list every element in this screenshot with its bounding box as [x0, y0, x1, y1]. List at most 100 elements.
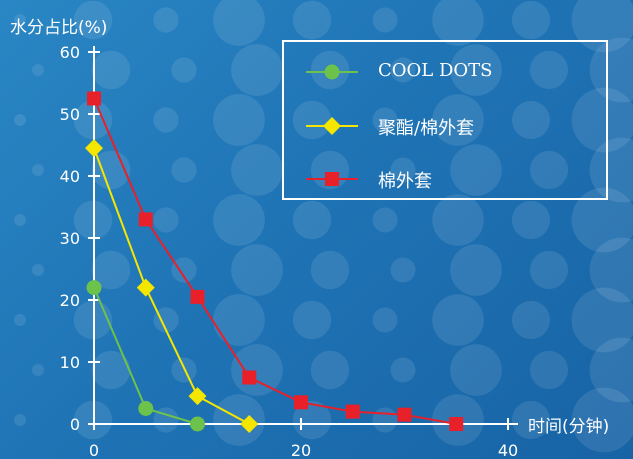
data-point — [240, 415, 259, 433]
background-dot — [292, 200, 332, 240]
data-point — [85, 139, 103, 158]
background-dot — [171, 257, 197, 283]
background-dot — [571, 287, 633, 353]
background-dot-pattern — [14, 0, 633, 453]
background-dot — [511, 0, 551, 40]
background-dot — [14, 314, 26, 326]
data-point — [190, 289, 205, 304]
data-point — [86, 280, 102, 296]
background-dot — [292, 400, 332, 440]
background-dot — [432, 294, 484, 346]
y-tick-label: 40 — [60, 167, 80, 186]
background-dot — [432, 94, 484, 146]
background-dot — [390, 157, 416, 183]
background-dot — [213, 0, 265, 46]
background-dot — [213, 94, 265, 146]
background-dot — [91, 50, 131, 90]
y-tick-label: 60 — [60, 43, 80, 62]
background-dot — [390, 257, 416, 283]
legend-label-polyester-cotton: 聚酯/棉外套 — [378, 118, 475, 139]
background-dot — [32, 364, 44, 376]
x-tick-label: 40 — [498, 441, 518, 459]
background-dot — [292, 300, 332, 340]
background-dot — [511, 300, 551, 340]
x-tick-label: 0 — [89, 441, 99, 459]
background-dot — [213, 194, 265, 246]
background-dot — [372, 407, 398, 433]
background-dot — [32, 264, 44, 276]
data-point — [188, 387, 207, 406]
series-layer — [85, 91, 464, 433]
data-point — [138, 401, 154, 416]
x-tick-label: 20 — [291, 441, 311, 459]
background-dot — [589, 37, 633, 103]
y-axis-label: 水分占比(%) — [10, 18, 108, 38]
background-dot — [231, 44, 283, 96]
background-dot — [91, 250, 131, 290]
background-dot — [153, 307, 179, 333]
background-dot — [213, 294, 265, 346]
background-dot — [32, 164, 44, 176]
background-dot — [372, 207, 398, 233]
background-dot — [589, 237, 633, 303]
background-dot — [231, 244, 283, 296]
background-dot — [14, 414, 26, 426]
background-dot — [511, 400, 551, 440]
legend: COOL DOTS 聚酯/棉外套 棉外套 — [282, 40, 608, 200]
background-dot — [432, 194, 484, 246]
background-dot — [14, 14, 26, 26]
background-dot — [529, 50, 569, 90]
legend-marker — [323, 117, 341, 135]
background-dot — [292, 100, 332, 140]
background-dot — [511, 200, 551, 240]
background-dot — [450, 244, 502, 296]
background-dot — [571, 387, 633, 453]
background-dot — [529, 150, 569, 190]
y-tick-label: 0 — [70, 415, 80, 434]
background-dot — [171, 157, 197, 183]
background-dot — [529, 250, 569, 290]
data-point — [345, 404, 360, 419]
background-dot — [231, 344, 283, 396]
background-dot — [450, 44, 502, 96]
background-dot — [432, 0, 484, 46]
background-dot — [589, 137, 633, 203]
legend-marker — [324, 64, 340, 80]
background-dot — [153, 7, 179, 33]
data-point — [449, 417, 464, 431]
background-dot — [390, 357, 416, 383]
legend-markers — [306, 64, 358, 186]
background-dot — [372, 307, 398, 333]
data-point — [294, 395, 308, 410]
background-dot — [372, 7, 398, 33]
background-dot — [231, 144, 283, 196]
data-point — [190, 416, 205, 432]
background-dot — [153, 207, 179, 233]
y-tick-label: 30 — [60, 229, 80, 248]
background-dot — [292, 0, 332, 40]
background-dot — [571, 0, 633, 53]
background-dot — [310, 350, 350, 390]
data-point — [136, 278, 155, 297]
chart-axes: 0 10 20 30 40 50 60 0 20 40 — [60, 43, 519, 459]
data-point — [138, 212, 153, 227]
background-dot — [589, 337, 633, 403]
y-tick-label: 10 — [60, 353, 80, 372]
x-axis-label: 时间(分钟) — [528, 417, 610, 437]
data-point — [87, 91, 101, 106]
series-group — [87, 91, 464, 431]
legend-label-cotton: 棉外套 — [378, 171, 432, 192]
series-line — [93, 147, 250, 425]
background-dot — [511, 100, 551, 140]
background-dot — [310, 250, 350, 290]
background-dot — [372, 107, 398, 133]
y-tick-label: 20 — [60, 291, 80, 310]
data-point — [242, 370, 257, 385]
background-dot — [73, 0, 113, 40]
background-dot — [529, 350, 569, 390]
data-point — [397, 407, 412, 422]
background-dot — [32, 64, 44, 76]
background-dot — [171, 57, 197, 83]
legend-marker — [325, 172, 339, 186]
